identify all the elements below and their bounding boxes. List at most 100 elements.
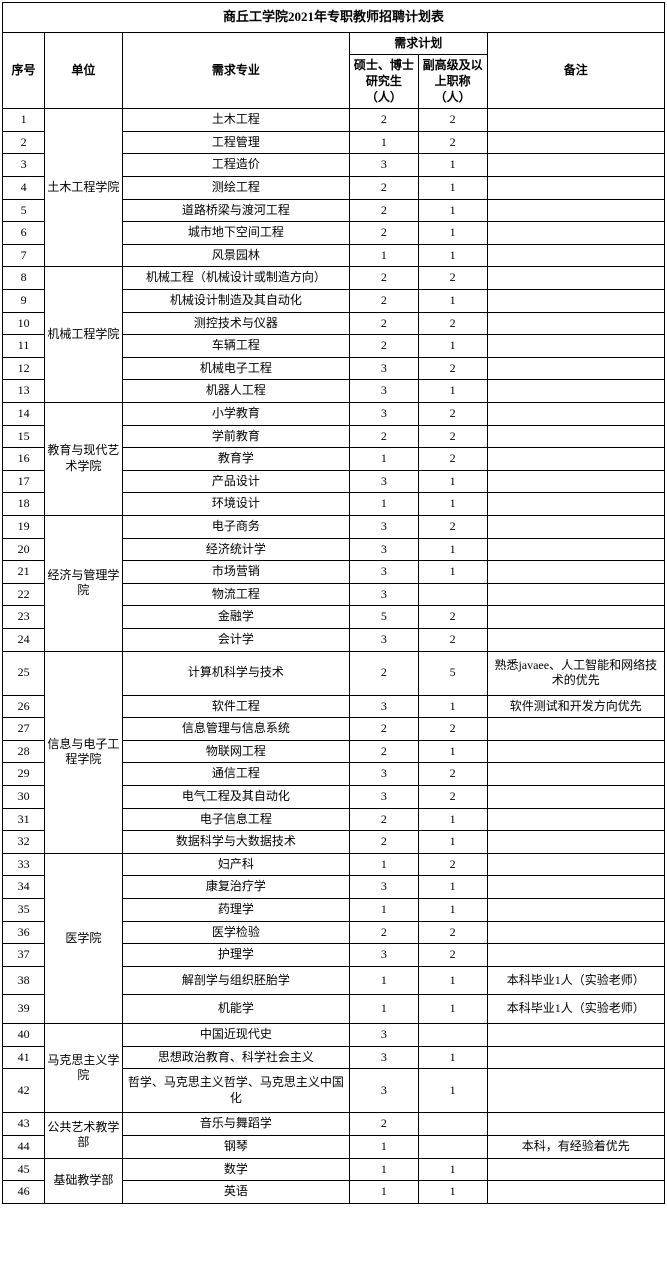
cell-senior: 1 [418, 1181, 487, 1204]
cell-note [487, 515, 664, 538]
cell-major: 数据科学与大数据技术 [122, 831, 349, 854]
cell-major: 电子信息工程 [122, 808, 349, 831]
cell-note [487, 1024, 664, 1047]
cell-major: 机械电子工程 [122, 357, 349, 380]
cell-senior: 2 [418, 944, 487, 967]
cell-seq: 11 [3, 335, 45, 358]
cell-seq: 4 [3, 177, 45, 200]
cell-seq: 8 [3, 267, 45, 290]
cell-seq: 9 [3, 290, 45, 313]
cell-grad: 1 [350, 244, 419, 267]
cell-senior: 1 [418, 335, 487, 358]
cell-seq: 6 [3, 222, 45, 245]
cell-grad: 3 [350, 561, 419, 584]
cell-grad: 3 [350, 583, 419, 606]
cell-senior: 1 [418, 995, 487, 1024]
cell-seq: 31 [3, 808, 45, 831]
cell-major: 数学 [122, 1158, 349, 1181]
cell-seq: 43 [3, 1113, 45, 1136]
cell-note [487, 267, 664, 290]
cell-major: 金融学 [122, 606, 349, 629]
cell-note [487, 538, 664, 561]
cell-senior: 1 [418, 899, 487, 922]
cell-senior: 2 [418, 853, 487, 876]
cell-grad: 2 [350, 267, 419, 290]
cell-note [487, 131, 664, 154]
cell-seq: 28 [3, 740, 45, 763]
cell-major: 药理学 [122, 899, 349, 922]
cell-major: 解剖学与组织胚胎学 [122, 966, 349, 995]
cell-seq: 19 [3, 515, 45, 538]
cell-note [487, 1069, 664, 1113]
cell-senior: 1 [418, 380, 487, 403]
cell-note [487, 944, 664, 967]
hdr-dept: 单位 [45, 32, 123, 108]
cell-grad: 2 [350, 718, 419, 741]
cell-grad: 1 [350, 853, 419, 876]
cell-senior: 1 [418, 1046, 487, 1069]
cell-note [487, 335, 664, 358]
cell-grad: 2 [350, 808, 419, 831]
cell-major: 思想政治教育、科学社会主义 [122, 1046, 349, 1069]
cell-senior: 1 [418, 199, 487, 222]
cell-senior: 1 [418, 470, 487, 493]
cell-seq: 34 [3, 876, 45, 899]
cell-grad: 3 [350, 1046, 419, 1069]
cell-grad: 2 [350, 335, 419, 358]
cell-seq: 18 [3, 493, 45, 516]
cell-note [487, 290, 664, 313]
cell-grad: 3 [350, 695, 419, 718]
cell-seq: 35 [3, 899, 45, 922]
cell-grad: 3 [350, 628, 419, 651]
hdr-plan: 需求计划 [350, 32, 487, 55]
cell-note [487, 222, 664, 245]
cell-grad: 1 [350, 1181, 419, 1204]
cell-major: 风景园林 [122, 244, 349, 267]
cell-grad: 3 [350, 380, 419, 403]
cell-seq: 36 [3, 921, 45, 944]
cell-grad: 2 [350, 740, 419, 763]
cell-senior: 2 [418, 425, 487, 448]
cell-note [487, 1181, 664, 1204]
cell-seq: 3 [3, 154, 45, 177]
cell-grad: 1 [350, 899, 419, 922]
cell-grad: 3 [350, 876, 419, 899]
cell-major: 小学教育 [122, 402, 349, 425]
hdr-senior: 副高级及以上职称（人） [418, 55, 487, 109]
cell-note [487, 402, 664, 425]
cell-grad: 3 [350, 786, 419, 809]
cell-major: 机械工程（机械设计或制造方向） [122, 267, 349, 290]
cell-grad: 1 [350, 995, 419, 1024]
cell-senior: 1 [418, 876, 487, 899]
cell-dept: 公共艺术教学部 [45, 1113, 123, 1158]
cell-grad: 2 [350, 199, 419, 222]
cell-major: 通信工程 [122, 763, 349, 786]
cell-seq: 2 [3, 131, 45, 154]
cell-major: 哲学、马克思主义哲学、马克思主义中国化 [122, 1069, 349, 1113]
cell-note [487, 831, 664, 854]
cell-grad: 3 [350, 538, 419, 561]
cell-senior: 1 [418, 831, 487, 854]
cell-grad: 3 [350, 470, 419, 493]
cell-grad: 2 [350, 651, 419, 695]
cell-major: 护理学 [122, 944, 349, 967]
cell-grad: 1 [350, 493, 419, 516]
cell-seq: 20 [3, 538, 45, 561]
cell-seq: 46 [3, 1181, 45, 1204]
cell-note [487, 199, 664, 222]
cell-grad: 3 [350, 1069, 419, 1113]
cell-note: 本科，有经验着优先 [487, 1135, 664, 1158]
cell-major: 工程造价 [122, 154, 349, 177]
cell-note [487, 808, 664, 831]
cell-major: 道路桥梁与渡河工程 [122, 199, 349, 222]
cell-grad: 3 [350, 402, 419, 425]
cell-senior [418, 1024, 487, 1047]
table-row: 1土木工程学院土木工程22 [3, 109, 665, 132]
cell-major: 车辆工程 [122, 335, 349, 358]
header-row-1: 序号 单位 需求专业 需求计划 备注 [3, 32, 665, 55]
cell-seq: 13 [3, 380, 45, 403]
hdr-seq: 序号 [3, 32, 45, 108]
cell-senior: 1 [418, 808, 487, 831]
cell-seq: 15 [3, 425, 45, 448]
cell-seq: 26 [3, 695, 45, 718]
